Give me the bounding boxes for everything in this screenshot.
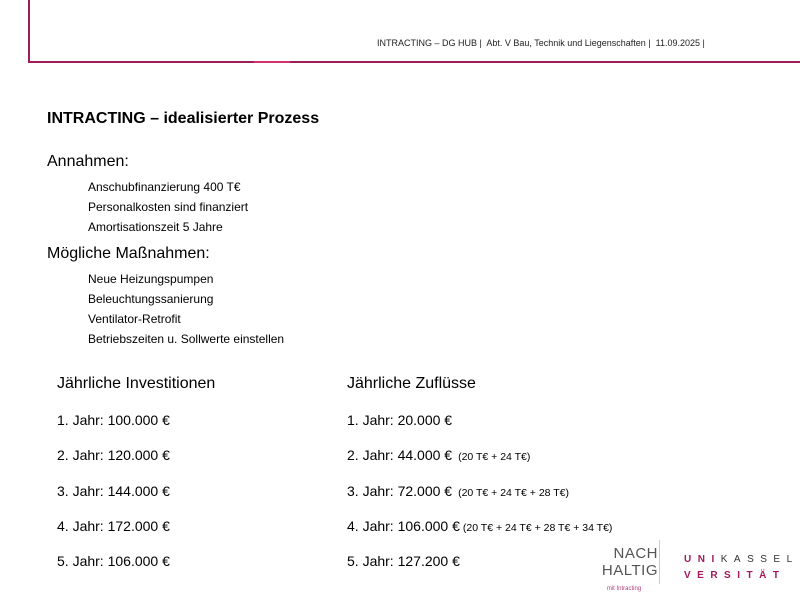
assumptions-heading: Annahmen: [47,153,129,170]
inflow-value: 1. Jahr: 20.000 € [347,412,453,428]
inflow-value: 3. Jahr: 72.000 € [347,483,453,499]
logo-subtext: mit Intracting [606,586,642,592]
inflow-value: 2. Jahr: 44.000 € [347,447,453,463]
header-accent-line [254,61,290,63]
measure-item: Ventilator-Retrofit [88,312,181,326]
header-text: INTRACTING – DG HUB | Abt. V Bau, Techni… [377,38,705,48]
assumption-item: Personalkosten sind finanziert [88,200,249,214]
assumption-item: Anschubfinanzierung 400 T€ [88,180,241,194]
logo-text: NACH [613,545,658,562]
inflow-row: 2. Jahr: 44.000 € (20 T€ + 24 T€) [347,447,530,463]
measure-item: Neue Heizungspumpen [88,272,214,286]
inflow-row: 5. Jahr: 127.200 € [347,553,460,569]
inflow-row: 1. Jahr: 20.000 € [347,412,452,428]
investment-row: 5. Jahr: 106.000 € [57,553,170,569]
frame-left-line [28,0,30,63]
inflows-heading: Jährliche Zuflüsse [347,375,476,392]
measure-item: Beleuchtungssanierung [88,292,214,306]
logo-text: HALTIG [601,562,658,579]
logo-text: VERSITÄT [684,570,786,581]
inflow-row: 3. Jahr: 72.000 € (20 T€ + 24 T€ + 28 T€) [347,483,569,499]
logo-divider [659,540,660,584]
investment-row: 1. Jahr: 100.000 € [57,412,170,428]
investment-row: 2. Jahr: 120.000 € [57,447,170,463]
measures-heading: Mögliche Maßnahmen: [47,245,210,262]
header-divider [28,61,800,63]
inflow-row: 4. Jahr: 106.000 € (20 T€ + 24 T€ + 28 T€… [347,518,612,534]
investment-row: 3. Jahr: 144.000 € [57,483,170,499]
slide-title: INTRACTING – idealisierter Prozess [47,110,320,127]
logo-text: UNI [684,554,721,565]
inflow-note: (20 T€ + 24 T€) [458,451,531,463]
inflow-value: 5. Jahr: 127.200 € [347,553,460,569]
inflow-value: 4. Jahr: 106.000 € [347,518,460,534]
measure-item: Betriebszeiten u. Sollwerte einstellen [88,332,285,346]
nachhaltig-logo: NACH HALTIG mit Intracting [590,545,658,598]
inflow-note: (20 T€ + 24 T€ + 28 T€ + 34 T€) [462,522,613,534]
logo-text: KASSEL [720,554,799,565]
assumption-item: Amortisationszeit 5 Jahre [88,220,223,234]
uni-kassel-logo: UNIKASSEL VERSITÄT [684,552,799,584]
investment-row: 4. Jahr: 172.000 € [57,518,170,534]
inflow-note: (20 T€ + 24 T€ + 28 T€) [458,487,569,499]
investments-heading: Jährliche Investitionen [57,375,216,392]
